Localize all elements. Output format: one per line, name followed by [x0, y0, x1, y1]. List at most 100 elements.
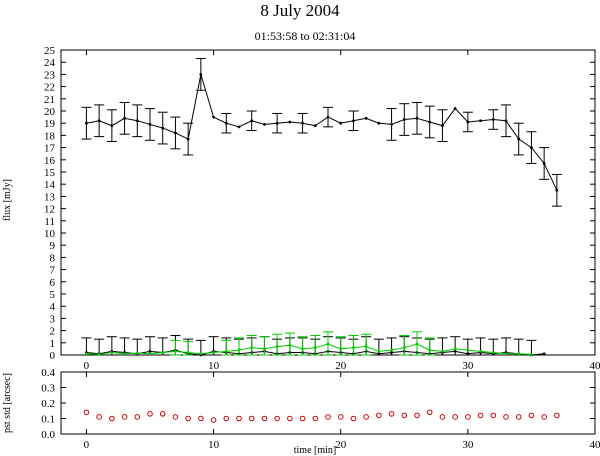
- scatter-point: [337, 414, 344, 420]
- scatter-point: [452, 414, 458, 420]
- data-point: [479, 119, 482, 123]
- scatter-point: [83, 409, 90, 416]
- data-point: [390, 351, 393, 354]
- data-point: [453, 347, 457, 351]
- data-point: [174, 349, 177, 353]
- data-point: [326, 342, 330, 346]
- scatter-point: [503, 414, 509, 420]
- y-tick-label: 8: [50, 252, 56, 264]
- data-point: [85, 121, 88, 125]
- data-point: [224, 121, 228, 125]
- scatter-point: [515, 414, 522, 420]
- y-tick-label: 11: [44, 216, 55, 228]
- data-point: [135, 119, 139, 123]
- data-point: [97, 352, 101, 356]
- y-tick-label: 12: [44, 204, 55, 216]
- scatter-point: [134, 414, 141, 420]
- scatter-point: [477, 412, 484, 419]
- data-point: [275, 345, 279, 348]
- data-point: [275, 121, 279, 125]
- y-tick-label: 16: [44, 155, 56, 167]
- y-tick-label: 3: [50, 313, 56, 325]
- y-tick-label: 7: [50, 265, 56, 277]
- y-tick-label: 15: [44, 167, 56, 179]
- x-tick-label: 10: [208, 439, 220, 451]
- series-line: [86, 343, 532, 355]
- y-tick-label: 5: [50, 289, 56, 301]
- data-point: [339, 347, 343, 351]
- data-point: [517, 137, 521, 141]
- data-point: [212, 351, 215, 354]
- data-point: [415, 342, 419, 346]
- bottom-y-axis-label: pst std [arcsec]: [2, 373, 13, 433]
- data-point: [148, 349, 152, 353]
- data-point: [123, 116, 126, 120]
- data-point: [263, 123, 266, 126]
- data-point: [148, 352, 152, 356]
- data-point: [390, 123, 393, 126]
- data-point: [212, 115, 215, 119]
- data-point: [110, 124, 114, 128]
- data-point: [174, 131, 177, 135]
- data-point: [555, 188, 559, 192]
- data-point: [466, 120, 470, 124]
- data-point: [224, 349, 228, 353]
- data-point: [97, 119, 101, 123]
- data-point: [161, 126, 165, 130]
- data-point: [199, 73, 203, 76]
- scatter-point: [172, 414, 179, 420]
- main-plot-marks: [81, 58, 562, 357]
- data-point: [504, 119, 508, 123]
- data-point: [364, 116, 368, 120]
- data-point: [263, 347, 266, 351]
- data-point: [402, 346, 406, 350]
- data-point: [135, 351, 139, 355]
- data-point: [237, 125, 241, 129]
- scatter-point: [274, 415, 280, 422]
- scatter-point: [287, 415, 293, 422]
- data-point: [377, 349, 381, 353]
- scatter-point: [159, 411, 166, 417]
- data-point: [542, 352, 546, 356]
- main-y-axis-label: flux [mJy]: [2, 179, 13, 221]
- y-tick-label: 0.1: [41, 414, 55, 426]
- scatter-point: [350, 415, 357, 422]
- data-point: [301, 347, 304, 351]
- y-tick-label: 9: [50, 240, 56, 252]
- data-point: [479, 349, 482, 353]
- scatter-point: [414, 412, 420, 419]
- x-tick-label: 40: [590, 439, 600, 451]
- scatter-point: [185, 415, 191, 422]
- scatter-point: [223, 415, 230, 422]
- chart-title: 8 July 2004: [260, 1, 340, 20]
- data-point: [441, 124, 444, 128]
- scatter-point: [312, 415, 319, 422]
- scatter-point: [210, 417, 217, 423]
- data-point: [352, 346, 355, 350]
- bottom-plot-marks: [83, 409, 560, 423]
- x-axis-label: time [min]: [294, 445, 337, 456]
- y-tick-label: 6: [50, 277, 56, 289]
- y-tick-label: 21: [44, 94, 55, 106]
- bottom-plot-frame: [60, 371, 596, 435]
- y-tick-label: 24: [44, 57, 56, 69]
- scatter-point: [109, 415, 115, 422]
- data-point: [453, 349, 457, 353]
- data-point: [530, 146, 533, 150]
- y-tick-label: 0.4: [41, 367, 55, 379]
- data-point: [339, 121, 343, 125]
- data-point: [428, 348, 432, 352]
- scatter-point: [388, 411, 395, 417]
- x-tick-label: 20: [335, 360, 347, 372]
- data-point: [390, 348, 393, 352]
- data-point: [288, 343, 292, 347]
- scatter-point: [363, 414, 369, 420]
- scatter-point: [554, 412, 560, 419]
- y-tick-label: 10: [44, 228, 56, 240]
- x-tick-label: 0: [84, 439, 90, 451]
- y-tick-label: 25: [44, 45, 56, 57]
- x-tick-label: 0: [84, 360, 90, 372]
- data-point: [237, 348, 241, 352]
- main-plot-frame: [60, 49, 596, 356]
- y-tick-label: 18: [44, 130, 56, 142]
